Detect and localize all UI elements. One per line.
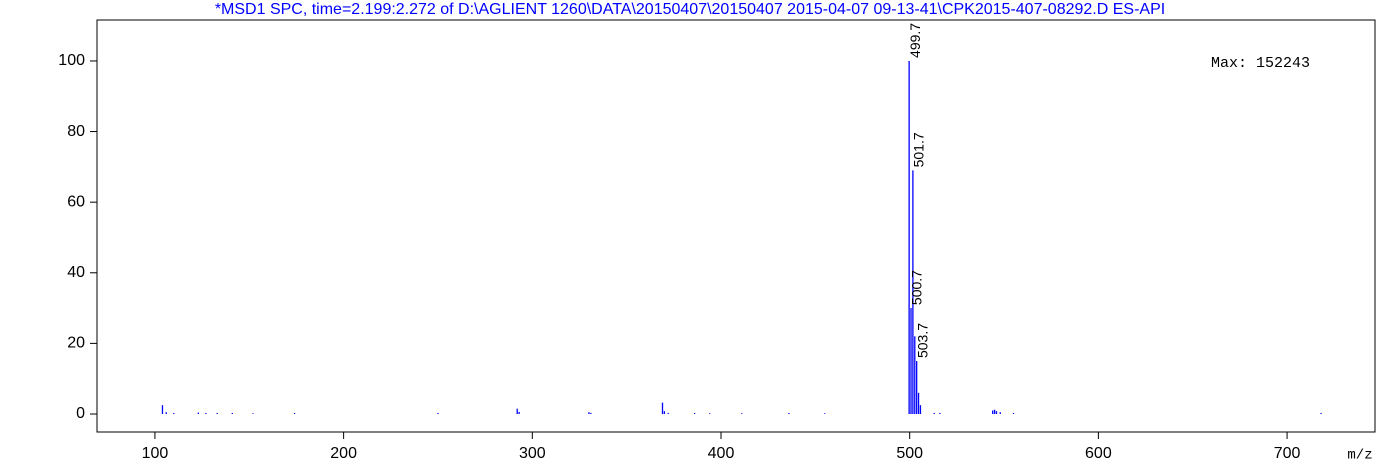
y-tick-label: 0: [76, 405, 85, 422]
x-tick-label: 600: [1085, 445, 1112, 462]
plot-frame: [96, 19, 1376, 433]
peak-label: 500.7: [909, 270, 925, 305]
y-tick-label: 40: [67, 264, 85, 281]
x-tick-label: 100: [142, 445, 169, 462]
peak-label: 503.7: [914, 323, 930, 358]
x-tick-label: 300: [519, 445, 546, 462]
peak-label: 501.7: [911, 132, 927, 167]
chart-title: *MSD1 SPC, time=2.199:2.272 of D:\AGLIEN…: [215, 1, 1165, 18]
y-tick-label: 100: [58, 52, 85, 69]
x-tick-label: 200: [330, 445, 357, 462]
peak-label: 499.7: [907, 23, 923, 58]
x-tick-label: 700: [1274, 445, 1301, 462]
y-tick-label: 80: [67, 123, 85, 140]
y-tick-label: 60: [67, 193, 85, 210]
x-tick-label: 500: [896, 445, 923, 462]
x-axis-label: m/z: [1347, 448, 1372, 464]
y-tick-label: 20: [67, 335, 85, 352]
max-annotation: Max: 152243: [1211, 55, 1310, 72]
x-tick-label: 400: [708, 445, 735, 462]
